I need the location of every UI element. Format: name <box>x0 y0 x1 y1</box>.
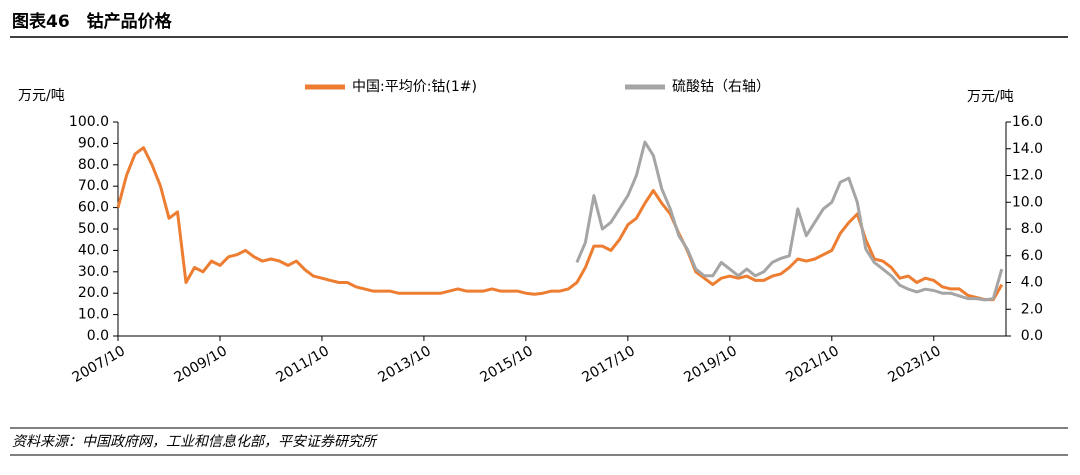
y2-tick-label: 14.0 <box>1012 141 1043 157</box>
y-tick-label: 10.0 <box>78 307 109 323</box>
x-tick-label: 2023/10 <box>885 343 943 386</box>
y-tick-label: 30.0 <box>78 264 109 280</box>
y2-tick-label: 6.0 <box>1021 248 1043 264</box>
y2-tick-label: 8.0 <box>1021 221 1043 237</box>
y-tick-label: 40.0 <box>78 242 109 258</box>
y-tick-label: 50.0 <box>78 221 109 237</box>
y-tick-label: 80.0 <box>78 157 109 173</box>
legend-label: 中国:平均价:钴(1#) <box>352 79 477 95</box>
y2-tick-label: 10.0 <box>1012 194 1043 210</box>
series-line <box>575 140 1004 302</box>
x-tick-label: 2017/10 <box>579 343 637 386</box>
y-axis-label: 万元/吨 <box>18 88 65 104</box>
source-note: 资料来源：中国政府网，工业和信息化部，平安证券研究所 <box>12 434 378 450</box>
x-tick-label: 2015/10 <box>478 343 536 386</box>
y2-tick-label: 2.0 <box>1021 301 1043 317</box>
y2-tick-label: 12.0 <box>1012 168 1043 184</box>
series-line <box>116 146 1004 302</box>
y2-tick-label: 4.0 <box>1021 275 1043 291</box>
x-tick-label: 2009/10 <box>172 343 230 386</box>
y-tick-label: 60.0 <box>78 200 109 216</box>
y2-tick-label: 16.0 <box>1012 114 1043 130</box>
y-tick-label: 0.0 <box>87 328 109 344</box>
legend-label: 硫酸钴（右轴） <box>672 79 770 95</box>
x-tick-label: 2013/10 <box>376 343 434 386</box>
page-title: 图表46 钴产品价格 <box>12 11 173 32</box>
y2-tick-label: 0.0 <box>1021 328 1043 344</box>
y2-axis-label: 万元/吨 <box>967 89 1014 105</box>
y-tick-label: 90.0 <box>78 135 109 151</box>
x-tick-label: 2019/10 <box>681 343 739 386</box>
x-tick-label: 2011/10 <box>274 343 332 386</box>
y-tick-label: 70.0 <box>78 178 109 194</box>
y-tick-label: 20.0 <box>78 285 109 301</box>
y-tick-label: 100.0 <box>69 114 109 130</box>
x-tick-label: 2021/10 <box>783 343 841 386</box>
x-tick-label: 2007/10 <box>70 343 128 386</box>
